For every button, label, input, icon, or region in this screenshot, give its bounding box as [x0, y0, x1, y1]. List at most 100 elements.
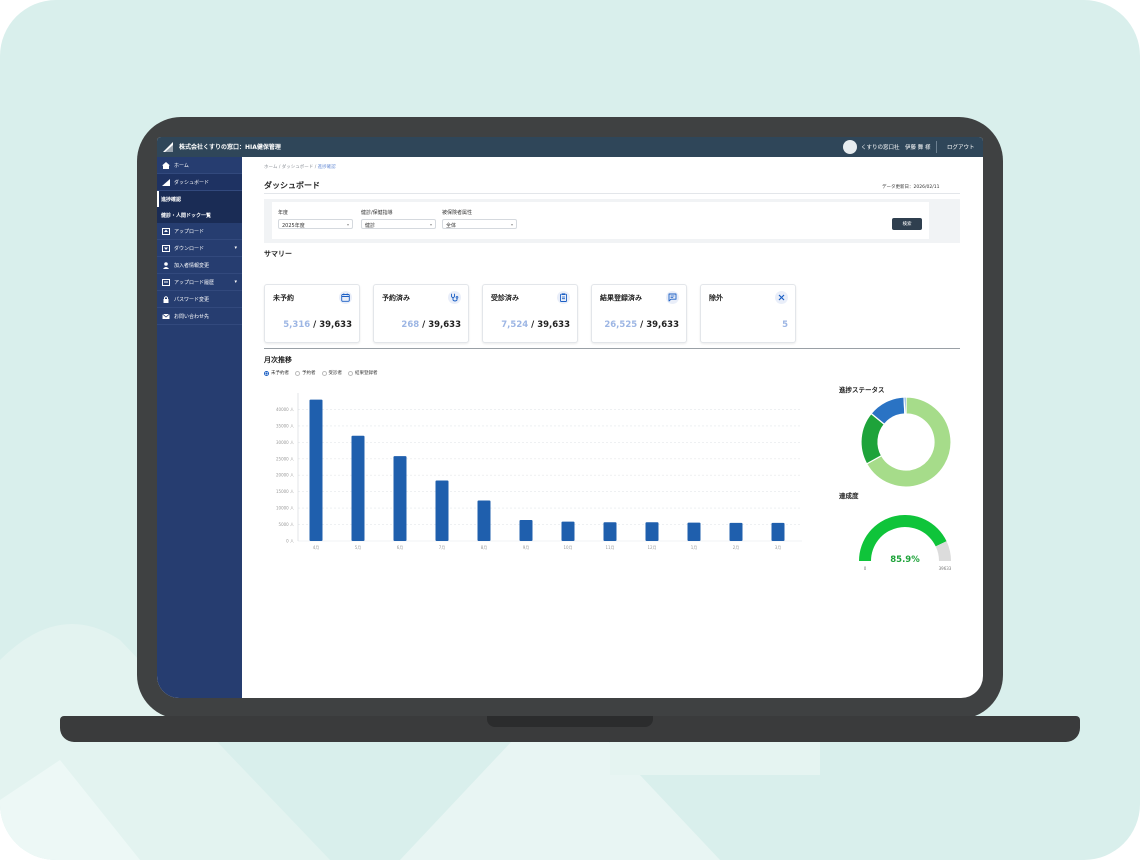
gauge-remaining — [935, 541, 951, 561]
bar[interactable] — [603, 522, 617, 541]
breadcrumb-home[interactable]: ホーム — [264, 165, 278, 170]
main-content: ホーム / ダッシュボード / 進捗確認 ダッシュボード データ更新日：2026… — [242, 157, 983, 698]
mail-icon — [162, 313, 170, 319]
bar[interactable] — [687, 522, 701, 541]
year-select[interactable]: 2025年度 ▾ — [278, 219, 353, 229]
monthly-title: 月次推移 — [264, 356, 292, 364]
x-tick-label: 4月 — [313, 545, 320, 550]
sidebar-item-label: 加入者情報変更 — [174, 262, 210, 269]
checkup-type-value: 健診 — [365, 223, 376, 229]
y-tick-label: 35000 人 — [276, 423, 294, 428]
achievement-gauge: 85.9% 0 39633 — [859, 515, 952, 571]
close-icon — [775, 291, 788, 304]
sidebar-item-home[interactable]: ホーム — [157, 157, 242, 174]
x-tick-label: 11月 — [605, 545, 614, 550]
sidebar-item-contact[interactable]: お問い合わせ先 — [157, 308, 242, 325]
card-label: 結果登録済み — [600, 294, 642, 302]
radio-reserved[interactable]: 予約者 — [295, 370, 316, 376]
donut-slice[interactable] — [903, 396, 907, 415]
radio-examined[interactable]: 受診者 — [321, 370, 342, 376]
chart-icon — [162, 178, 170, 186]
bar[interactable] — [435, 480, 449, 541]
logout-link[interactable]: ログアウト — [947, 145, 975, 151]
calendar-icon — [339, 291, 352, 304]
search-button[interactable]: 検索 — [892, 218, 922, 230]
radio-unreserved[interactable]: 未予約者 — [264, 370, 289, 376]
avatar[interactable] — [843, 140, 857, 154]
gauge-max-label: 39633 — [939, 566, 952, 571]
sidebar-item-label: お問い合わせ先 — [174, 313, 210, 320]
breadcrumb-sep: / — [314, 165, 318, 170]
sidebar-item-upload-history[interactable]: アップロード履歴 ▾ — [157, 274, 242, 291]
card-label: 予約済み — [382, 294, 410, 302]
title-divider — [264, 193, 960, 194]
bar[interactable] — [309, 399, 323, 541]
data-updated-date: データ更新日：2026/02/11 — [882, 185, 940, 190]
bar[interactable] — [477, 500, 491, 541]
sidebar-subitem-checkup-list[interactable]: 健診・人間ドック一覧 — [157, 207, 242, 223]
bar[interactable] — [561, 521, 575, 541]
bar[interactable] — [729, 522, 743, 541]
sidebar-item-dashboard[interactable]: ダッシュボード — [157, 174, 242, 191]
bar[interactable] — [771, 522, 785, 541]
summary-card-result-registered: 結果登録済み 26,525 / 39,633 — [591, 284, 687, 343]
summary-card-excluded: 除外 5 — [700, 284, 796, 343]
sidebar-item-password[interactable]: パスワード変更 — [157, 291, 242, 308]
chevron-down-icon: ▾ — [429, 222, 432, 227]
bar[interactable] — [351, 435, 365, 541]
radio-label: 予約者 — [302, 371, 316, 376]
sidebar-item-label: パスワード変更 — [174, 296, 210, 303]
card-total: / 39,633 — [422, 320, 461, 330]
clipboard-icon — [557, 291, 570, 304]
chevron-down-icon: ▾ — [510, 222, 513, 227]
sidebar-item-label: ダウンロード — [174, 245, 205, 252]
card-total: / 39,633 — [313, 320, 352, 330]
card-count: 268 — [401, 320, 420, 330]
checkup-type-select[interactable]: 健診 ▾ — [361, 219, 436, 229]
x-tick-label: 3月 — [775, 545, 782, 550]
radio-dot — [321, 370, 327, 376]
card-label: 未予約 — [273, 294, 294, 302]
sidebar-item-member-info[interactable]: 加入者情報変更 — [157, 257, 242, 274]
donut-slice[interactable] — [865, 396, 952, 488]
history-icon — [162, 278, 170, 286]
summary-card-reserved: 予約済み 268 / 39,633 — [373, 284, 469, 343]
y-tick-label: 0 人 — [286, 539, 294, 544]
divider — [936, 141, 937, 153]
monthly-bar-chart: 0 人 5000 人 10000 人 15000 人 20000 人 25000 人 300… — [276, 393, 802, 550]
chevron-down-icon: ▾ — [234, 245, 237, 251]
chevron-down-icon: ▾ — [346, 222, 349, 227]
radio-label: 結果登録者 — [355, 371, 378, 376]
filter-form: 年度 2025年度 ▾ 健診/保健指導 健診 ▾ 被保険者属性 全体 ▾ 検索 — [272, 202, 929, 239]
breadcrumb-dashboard[interactable]: ダッシュボード — [281, 165, 314, 170]
sidebar-subitem-label: 健診・人間ドック一覧 — [161, 212, 212, 219]
sidebar-item-upload[interactable]: アップロード — [157, 223, 242, 240]
radio-result-registered[interactable]: 結果登録者 — [348, 370, 378, 376]
page-title: ダッシュボード — [264, 181, 320, 190]
card-count: 26,525 — [604, 320, 638, 330]
radio-dot — [264, 370, 269, 376]
x-tick-label: 8月 — [481, 545, 488, 550]
message-icon — [666, 291, 679, 304]
insured-attr-label: 被保険者属性 — [442, 210, 473, 216]
card-value: 26,525 / 39,633 — [604, 320, 679, 330]
sidebar-subitem-progress[interactable]: 進捗確認 — [157, 191, 242, 207]
bar[interactable] — [645, 522, 659, 541]
insured-attr-select[interactable]: 全体 ▾ — [442, 219, 517, 229]
bar[interactable] — [393, 456, 407, 541]
x-tick-label: 6月 — [397, 545, 404, 550]
y-tick-label: 20000 人 — [276, 473, 294, 478]
gauge-min-label: 0 — [864, 566, 867, 571]
bar[interactable] — [519, 519, 533, 541]
breadcrumb-sep: / — [278, 165, 282, 170]
card-total: / 39,633 — [640, 320, 679, 330]
progress-status-donut — [860, 396, 952, 488]
screen: 株式会社くすりの窓口：HIA健保管理 くすりの窓口社 伊藤 舞 様 ログアウト … — [157, 137, 983, 698]
sidebar-item-label: アップロード — [174, 228, 205, 235]
sidebar-item-download[interactable]: ダウンロード ▾ — [157, 240, 242, 257]
insured-attr-value: 全体 — [446, 223, 457, 229]
section-divider — [264, 348, 960, 349]
x-tick-label: 10月 — [563, 545, 572, 550]
sidebar-item-label: ホーム — [174, 162, 189, 169]
